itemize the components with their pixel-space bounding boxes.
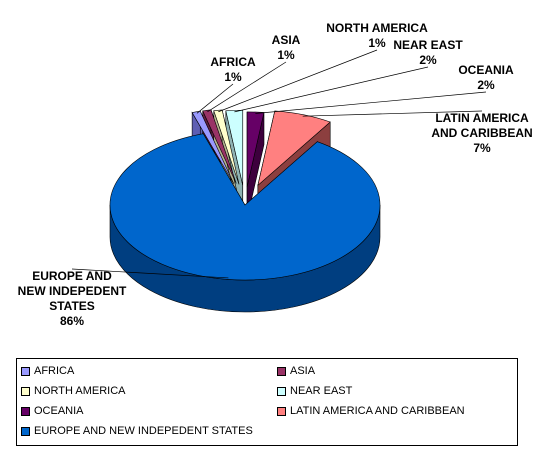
leader-line xyxy=(234,66,429,113)
data-label-line: AND CARIBBEAN xyxy=(431,126,532,140)
legend-item: AFRICA xyxy=(21,365,74,377)
data-label-latin-america-and-caribbean: LATIN AMERICA AND CARIBBEAN 7% xyxy=(431,111,532,155)
legend-swatch xyxy=(21,366,30,376)
data-label-line: 2% xyxy=(419,53,437,67)
legend-label: NEAR EAST xyxy=(290,385,353,397)
legend-label: OCEANIA xyxy=(34,405,84,417)
data-label-line: 1% xyxy=(368,36,386,50)
legend-label: NORTH AMERICA xyxy=(34,385,126,397)
legend-label: EUROPE AND NEW INDEPEDENT STATES xyxy=(34,425,253,437)
leader-line xyxy=(71,268,229,279)
legend-label: ASIA xyxy=(290,365,316,377)
legend-swatch xyxy=(277,366,286,376)
data-label-line: 1% xyxy=(277,48,295,62)
pie-labels: AFRICA 1%ASIA 1%NORTH AMERICA 1% NEAR EAST 2%… xyxy=(18,21,533,328)
legend-swatch xyxy=(21,386,30,396)
legend-item: NORTH AMERICA xyxy=(21,385,125,397)
legend-label: LATIN AMERICA AND CARIBBEAN xyxy=(290,405,465,417)
legend-item: NEAR EAST xyxy=(277,385,352,397)
data-label-europe-and-new-indepedent-states: EUROPE AND NEW INDEPEDENT STATES 86% xyxy=(18,269,127,328)
legend-item: ASIA xyxy=(277,365,315,377)
data-label-near-east: NEAR EAST 2% xyxy=(393,38,463,67)
data-label-line: NORTH AMERICA xyxy=(326,21,428,35)
data-label-line: 1% xyxy=(224,70,242,84)
leader-line xyxy=(255,91,487,114)
data-label-line: NEW INDEPEDENT xyxy=(18,284,127,298)
data-label-line: ASIA xyxy=(272,33,301,47)
slice-latin-america-and-caribbean xyxy=(257,110,331,187)
data-label-africa: AFRICA 1% xyxy=(210,55,256,84)
legend-item: LATIN AMERICA AND CARIBBEAN xyxy=(277,405,465,417)
data-label-oceania: OCEANIA 2% xyxy=(458,63,514,92)
data-label-line: STATES xyxy=(49,299,95,313)
legend-swatch xyxy=(21,406,30,416)
data-label-line: LATIN AMERICA xyxy=(435,111,529,125)
data-label-line: AFRICA xyxy=(210,55,256,69)
data-label-line: 2% xyxy=(477,78,495,92)
pie-tops xyxy=(109,109,381,281)
data-label-line: 7% xyxy=(473,141,491,155)
legend-label: AFRICA xyxy=(34,365,75,377)
legend-swatch xyxy=(277,406,286,416)
data-label-north-america: NORTH AMERICA 1% xyxy=(326,21,428,50)
data-label-line: NEAR EAST xyxy=(393,38,463,52)
pie-plot-area: AFRICA 1%ASIA 1%NORTH AMERICA 1% NEAR EAST 2%… xyxy=(18,21,533,328)
data-label-line: OCEANIA xyxy=(458,63,514,77)
leader-line xyxy=(207,61,287,113)
legend-item: OCEANIA xyxy=(21,405,84,417)
data-label-line: EUROPE AND xyxy=(32,269,112,283)
data-label-asia: ASIA 1% xyxy=(272,33,301,62)
slice-africa xyxy=(191,110,235,185)
leader-line xyxy=(302,110,483,117)
legend-item: EUROPE AND NEW INDEPEDENT STATES xyxy=(21,425,253,437)
legend: AFRICA ASIA NORTH AMERICA NEAR EAST OCEANIA L… xyxy=(16,358,518,446)
slice-europe-and-new-indepedent-states xyxy=(109,133,381,281)
leader-line xyxy=(196,83,234,114)
legend-swatch xyxy=(21,426,30,436)
leader-line xyxy=(218,49,378,113)
data-label-line: 86% xyxy=(60,314,84,328)
legend-swatch xyxy=(277,386,286,396)
